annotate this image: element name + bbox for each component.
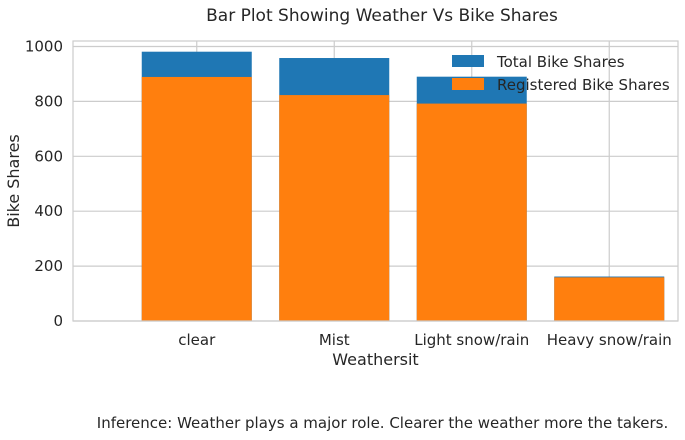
- y-tick-label-2: 400: [34, 202, 63, 220]
- legend-label-0: Total Bike Shares: [496, 53, 625, 71]
- chart-title: Bar Plot Showing Weather Vs Bike Shares: [206, 6, 558, 26]
- bar-series1-mist: [279, 95, 390, 321]
- inference-caption: Inference: Weather plays a major role. C…: [96, 414, 669, 432]
- x-axis-label: Weathersit: [332, 350, 418, 369]
- legend: Total Bike Shares Registered Bike Shares: [452, 53, 670, 94]
- legend-label-1: Registered Bike Shares: [497, 76, 670, 94]
- plot-frame: [72, 40, 679, 322]
- bars: [141, 51, 665, 322]
- x-tick-label-2: Light snow/rain: [414, 331, 529, 349]
- y-axis-label: Bike Shares: [4, 134, 23, 228]
- bar-series1-clear: [141, 76, 252, 321]
- x-tick-label-3: Heavy snow/rain: [547, 331, 672, 349]
- x-tick-label-0: clear: [178, 331, 216, 349]
- tick-labels: 0 200 400 600 800 1000 clear Mist Light snow/rai…: [25, 37, 672, 349]
- y-tick-label-4: 800: [34, 92, 63, 110]
- bar-series1-lightsnowrain: [416, 103, 527, 322]
- y-tick-label-5: 1000: [25, 37, 63, 55]
- bar-series1-heavysnowrain: [554, 277, 665, 321]
- y-tick-label-1: 200: [34, 257, 63, 275]
- y-tick-label-3: 600: [34, 147, 63, 165]
- legend-swatch-1: [452, 78, 484, 90]
- y-tick-label-0: 0: [53, 312, 63, 330]
- legend-swatch-0: [452, 55, 484, 67]
- x-tick-label-1: Mist: [319, 331, 350, 349]
